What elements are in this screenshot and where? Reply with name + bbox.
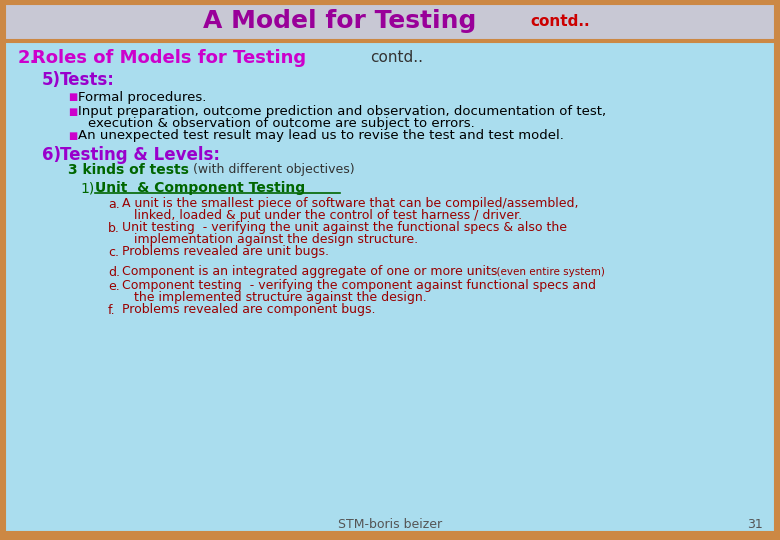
Text: Unit  & Component Testing: Unit & Component Testing (95, 181, 305, 195)
Text: c.: c. (108, 246, 119, 259)
Text: Component testing  - verifying the component against functional specs and: Component testing - verifying the compon… (122, 280, 596, 293)
Text: Tests:: Tests: (60, 71, 115, 89)
Text: e.: e. (108, 280, 120, 293)
Text: Problems revealed are component bugs.: Problems revealed are component bugs. (122, 303, 375, 316)
Text: STM-boris beizer: STM-boris beizer (338, 517, 442, 530)
Text: 1): 1) (80, 181, 94, 195)
Text: b.: b. (108, 221, 120, 234)
Text: (even entire system): (even entire system) (490, 267, 604, 277)
Text: ■: ■ (68, 131, 77, 141)
FancyBboxPatch shape (5, 42, 775, 532)
Text: (with different objectives): (with different objectives) (185, 164, 355, 177)
Text: 2.: 2. (18, 49, 37, 67)
Text: 5): 5) (42, 71, 61, 89)
Text: linked, loaded & put under the control of test harness / driver.: linked, loaded & put under the control o… (134, 210, 522, 222)
Text: implementation against the design structure.: implementation against the design struct… (134, 233, 418, 246)
Text: contd..: contd.. (370, 51, 423, 65)
Text: contd..: contd.. (530, 14, 590, 29)
Text: A Model for Testing: A Model for Testing (204, 9, 477, 33)
Text: the implemented structure against the design.: the implemented structure against the de… (134, 292, 427, 305)
Text: Unit testing  - verifying the unit against the functional specs & also the: Unit testing - verifying the unit agains… (122, 221, 567, 234)
Text: ■: ■ (68, 92, 77, 102)
Text: Input preparation, outcome prediction and observation, documentation of test,: Input preparation, outcome prediction an… (78, 105, 606, 118)
Text: Problems revealed are unit bugs.: Problems revealed are unit bugs. (122, 246, 329, 259)
Text: Roles of Models for Testing: Roles of Models for Testing (32, 49, 306, 67)
Text: Testing & Levels:: Testing & Levels: (60, 146, 220, 164)
Text: d.: d. (108, 266, 120, 279)
Text: ■: ■ (68, 107, 77, 117)
Text: 6): 6) (42, 146, 61, 164)
Text: Formal procedures.: Formal procedures. (78, 91, 207, 104)
Text: An unexpected test result may lead us to revise the test and test model.: An unexpected test result may lead us to… (78, 130, 564, 143)
Text: a.: a. (108, 198, 120, 211)
Text: execution & observation of outcome are subject to errors.: execution & observation of outcome are s… (88, 118, 475, 131)
Text: A unit is the smallest piece of software that can be compiled/assembled,: A unit is the smallest piece of software… (122, 198, 579, 211)
Text: f.: f. (108, 303, 115, 316)
FancyBboxPatch shape (5, 4, 775, 40)
Text: 31: 31 (747, 517, 763, 530)
Text: Component is an integrated aggregate of one or more units: Component is an integrated aggregate of … (122, 266, 498, 279)
Text: 3 kinds of tests: 3 kinds of tests (68, 163, 189, 177)
